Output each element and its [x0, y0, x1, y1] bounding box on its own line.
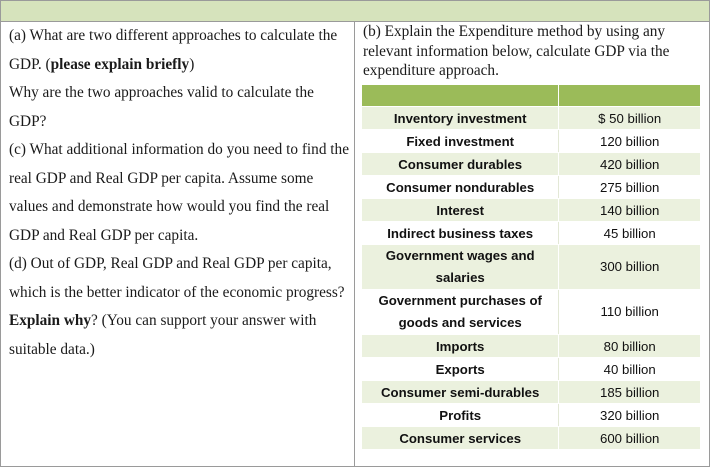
expenditure-table: Inventory investment $ 50 billion Fixed in…: [362, 85, 700, 450]
question-d-text: (d) Out of GDP, Real GDP and Real GDP pe…: [9, 255, 345, 301]
row-value: 110 billion: [558, 289, 700, 335]
table-row: Indirect business taxes 45 billion: [362, 221, 700, 245]
question-d: (d) Out of GDP, Real GDP and Real GDP pe…: [9, 250, 349, 364]
question-a: (a) What are two different approaches to…: [9, 22, 349, 79]
part-b-column: (b) Explain the Expenditure method by us…: [363, 22, 705, 81]
table-row: Imports 80 billion: [362, 334, 700, 358]
question-c: (c) What additional information do you n…: [9, 141, 349, 244]
row-label: Imports: [362, 334, 560, 358]
table-row: Government wages and salaries 300 billion: [362, 244, 700, 290]
table-row: Government purchases of goods and servic…: [362, 289, 700, 335]
table-row: Exports 40 billion: [362, 357, 700, 381]
row-value: 45 billion: [558, 221, 700, 245]
question-d-after: ? (You can support your answer with suit…: [9, 312, 317, 358]
question-a-emphasis: please explain briefly: [50, 55, 190, 73]
table-row: Fixed investment 120 billion: [362, 129, 700, 153]
question-d-emphasis: Explain why: [9, 312, 92, 329]
table-row: Consumer services 600 billion: [362, 426, 700, 450]
row-label: Exports: [362, 357, 560, 381]
row-label: Consumer semi-durables: [362, 380, 560, 404]
table-row: Inventory investment $ 50 billion: [362, 106, 700, 130]
row-label: Fixed investment: [362, 129, 560, 153]
row-value: 140 billion: [558, 198, 700, 222]
question-a-text: (a) What are two different approaches to…: [9, 27, 338, 73]
row-value: $ 50 billion: [558, 106, 700, 130]
row-label: Government wages and salaries: [362, 244, 560, 290]
row-value: 420 billion: [558, 152, 700, 176]
row-label: Consumer nondurables: [362, 175, 560, 199]
table-row: Consumer durables 420 billion: [362, 152, 700, 176]
questions-column: (a) What are two different approaches to…: [9, 22, 349, 364]
question-a-followup: Why are the two approaches valid to calc…: [9, 84, 314, 130]
table-header-cell: [558, 85, 700, 107]
table-header-cell: [362, 85, 560, 107]
row-value: 600 billion: [558, 426, 700, 450]
row-value: 80 billion: [558, 334, 700, 358]
row-label: Consumer durables: [362, 152, 560, 176]
table-row: Profits 320 billion: [362, 403, 700, 427]
part-b-prompt: (b) Explain the Expenditure method by us…: [363, 23, 670, 79]
row-value: 40 billion: [558, 357, 700, 381]
row-label: Government purchases of goods and servic…: [362, 289, 560, 335]
column-divider: [354, 21, 355, 466]
row-label: Inventory investment: [362, 106, 560, 130]
table-row: Interest 140 billion: [362, 198, 700, 222]
row-value: 275 billion: [558, 175, 700, 199]
row-value: 320 billion: [558, 403, 700, 427]
row-label: Consumer services: [362, 426, 560, 450]
row-value: 185 billion: [558, 380, 700, 404]
row-value: 300 billion: [558, 244, 700, 290]
table-row: Consumer nondurables 275 billion: [362, 175, 700, 199]
row-label: Indirect business taxes: [362, 221, 560, 245]
row-label: Interest: [362, 198, 560, 222]
expenditure-table-body: Inventory investment $ 50 billion Fixed in…: [362, 85, 700, 450]
row-label: Profits: [362, 403, 560, 427]
question-a-close: ): [189, 55, 195, 73]
table-row: Consumer semi-durables 185 billion: [362, 380, 700, 404]
header-bar: [1, 1, 709, 22]
table-header-row: [362, 85, 700, 107]
row-value: 120 billion: [558, 129, 700, 153]
